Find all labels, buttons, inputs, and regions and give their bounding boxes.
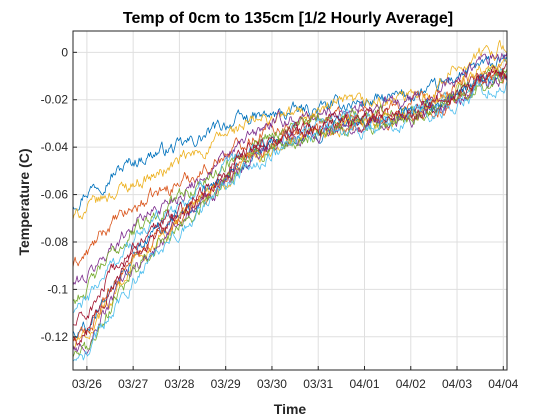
series-line — [73, 64, 507, 268]
x-tick-label: 04/02 — [396, 377, 426, 391]
chart-title: Temp of 0cm to 135cm [1/2 Hourly Average… — [123, 10, 453, 27]
y-tick-label: 0 — [61, 45, 68, 59]
x-tick-label: 03/27 — [118, 377, 148, 391]
plot-frame — [72, 30, 508, 371]
series-line — [73, 73, 507, 355]
y-axis-label: Temperature (C) — [16, 148, 32, 255]
series-line — [73, 80, 507, 362]
y-tick-label: -0.06 — [41, 188, 69, 202]
x-tick-label: 04/03 — [442, 377, 472, 391]
x-tick-label: 04/04 — [488, 377, 518, 391]
series-line — [73, 66, 507, 346]
series-lines — [73, 39, 507, 362]
axis-ticks: 03/26 03/27 03/28 03/29 03/30 03/31 04/01 04/02… — [41, 45, 519, 391]
series-line — [73, 51, 507, 286]
y-tick-label: -0.1 — [47, 282, 68, 296]
x-tick-label: 03/28 — [164, 377, 194, 391]
series-line — [73, 54, 507, 211]
y-tick-label: -0.04 — [41, 140, 69, 154]
y-tick-label: -0.12 — [41, 330, 69, 344]
x-tick-label: 04/01 — [349, 377, 379, 391]
x-axis-label: Time — [274, 401, 307, 417]
x-tick-label: 03/31 — [303, 377, 333, 391]
series-line — [73, 69, 507, 358]
grid-lines — [73, 31, 507, 370]
y-tick-label: -0.08 — [41, 235, 69, 249]
x-tick-label: 03/29 — [211, 377, 241, 391]
x-tick-label: 03/26 — [72, 377, 102, 391]
y-tick-label: -0.02 — [41, 93, 69, 107]
x-tick-label: 03/30 — [257, 377, 287, 391]
series-line — [73, 63, 507, 326]
series-line — [73, 39, 507, 220]
